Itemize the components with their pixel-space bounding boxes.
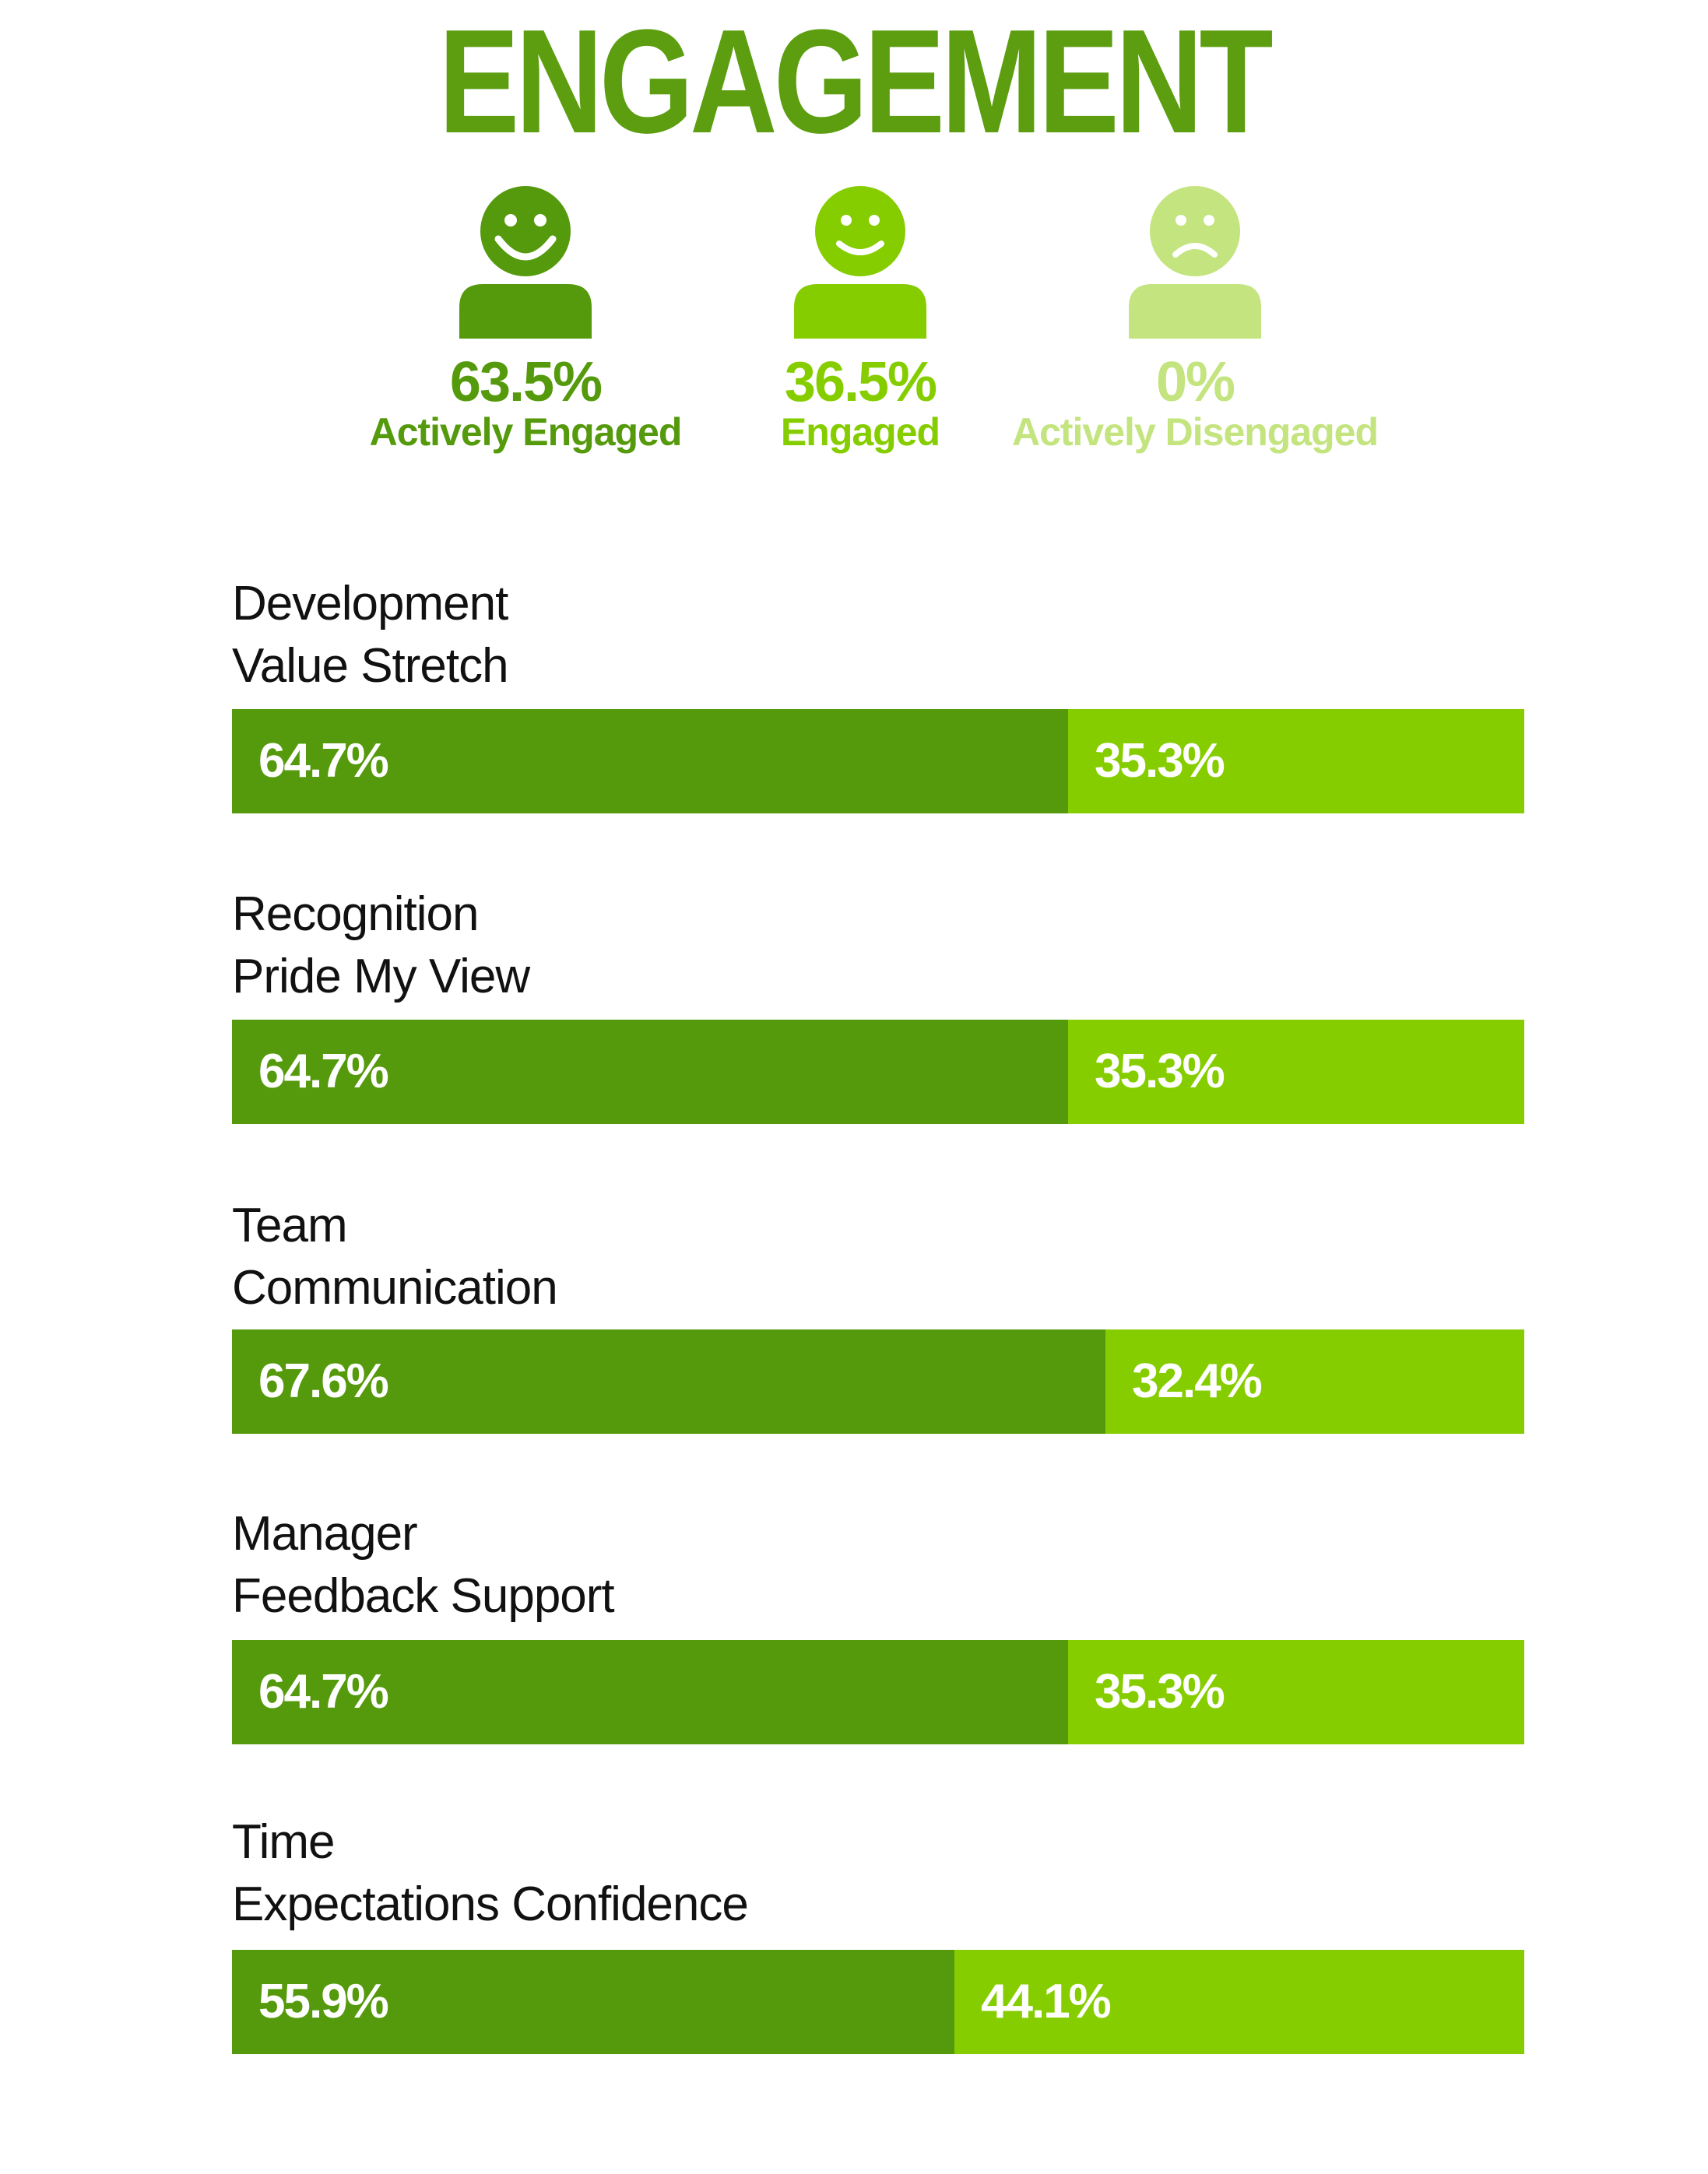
category-label: Manager Feedback Support <box>232 1507 615 1623</box>
bar-row: 55.9% 44.1% <box>232 1950 1524 2054</box>
category-label: Team Communication <box>232 1199 558 1315</box>
bar-value-label: 64.7% <box>258 1045 389 1098</box>
bar-segment-actively-engaged: 64.7% <box>232 1640 1068 1744</box>
bar-segment-engaged: 35.3% <box>1068 1020 1524 1124</box>
bar-segment-engaged: 35.3% <box>1068 709 1524 813</box>
bar-value-label: 35.3% <box>1095 1045 1225 1098</box>
actively-disengaged-label: Actively Disengaged <box>1011 410 1379 454</box>
smiling-person-icon <box>771 183 950 339</box>
category-label: Development Value Stretch <box>232 577 509 693</box>
bar-segment-actively-engaged: 55.9% <box>232 1950 954 2054</box>
bar-segment-actively-engaged: 67.6% <box>232 1329 1105 1434</box>
bar-value-label: 67.6% <box>258 1354 389 1408</box>
page-title: ENGAGEMENT <box>438 0 1273 164</box>
actively-engaged-percent: 63.5% <box>449 351 603 413</box>
bar-value-label: 35.3% <box>1095 734 1225 788</box>
bar-segment-engaged: 35.3% <box>1068 1640 1524 1744</box>
bar-segment-engaged: 44.1% <box>954 1950 1524 2054</box>
actively-engaged-label: Actively Engaged <box>369 410 683 454</box>
bar-value-label: 32.4% <box>1132 1354 1263 1408</box>
engaged-percent: 36.5% <box>784 351 937 413</box>
bar-segment-actively-engaged: 64.7% <box>232 1020 1068 1124</box>
happy-person-icon <box>436 183 615 339</box>
bar-row: 67.6% 32.4% <box>232 1329 1524 1434</box>
bar-row: 64.7% 35.3% <box>232 1020 1524 1124</box>
bar-row: 64.7% 35.3% <box>232 1640 1524 1744</box>
bar-segment-engaged: 32.4% <box>1105 1329 1524 1434</box>
bar-value-label: 64.7% <box>258 1665 389 1719</box>
bar-value-label: 55.9% <box>258 1975 389 2028</box>
category-label: Recognition Pride My View <box>232 887 530 1003</box>
bar-value-label: 35.3% <box>1095 1665 1225 1719</box>
bar-row: 64.7% 35.3% <box>232 709 1524 813</box>
actively-disengaged-percent: 0% <box>1155 351 1235 413</box>
category-label: Time Expectations Confidence <box>232 1815 749 1931</box>
sad-person-icon <box>1105 183 1285 339</box>
bar-value-label: 64.7% <box>258 734 389 788</box>
engaged-label: Engaged <box>780 410 940 454</box>
bar-value-label: 44.1% <box>981 1975 1112 2028</box>
bar-segment-actively-engaged: 64.7% <box>232 709 1068 813</box>
